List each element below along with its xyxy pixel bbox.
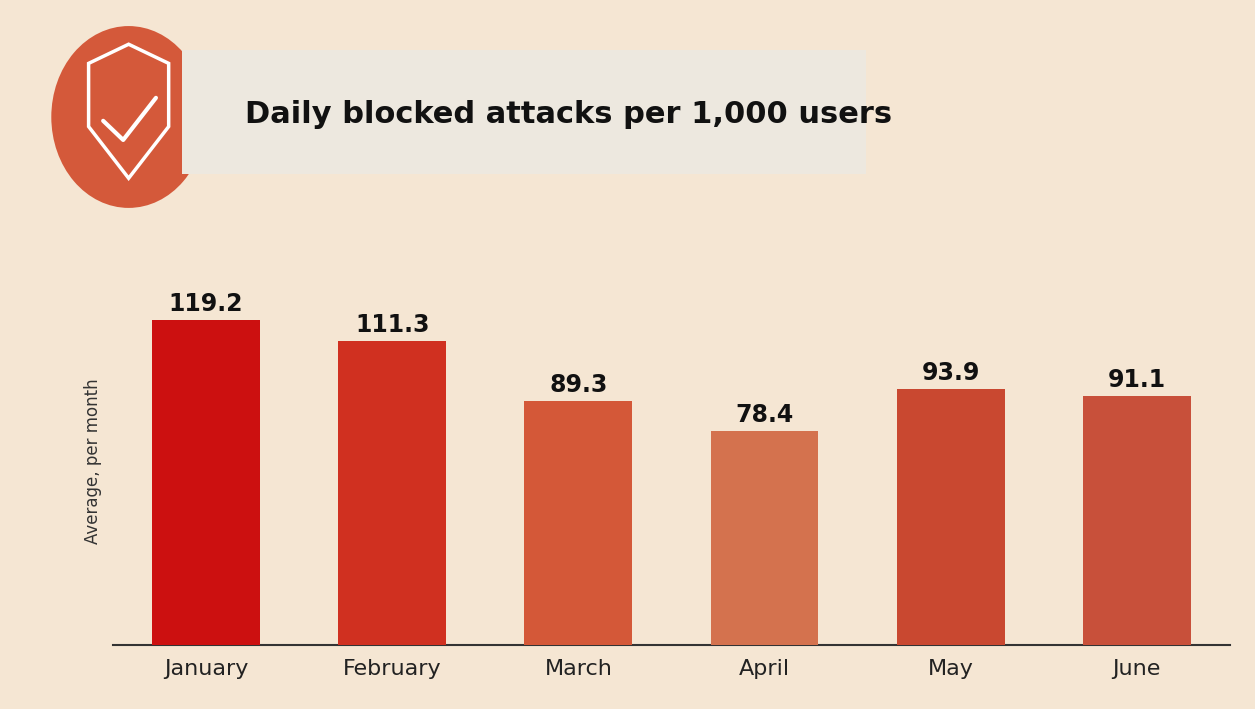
Text: 93.9: 93.9 <box>921 361 980 385</box>
Text: 89.3: 89.3 <box>550 373 607 397</box>
Text: 91.1: 91.1 <box>1108 368 1166 392</box>
Bar <box>1083 396 1191 645</box>
Bar <box>152 320 260 645</box>
Text: 78.4: 78.4 <box>735 403 793 427</box>
Text: Daily blocked attacks per 1,000 users: Daily blocked attacks per 1,000 users <box>245 101 892 129</box>
Bar <box>896 389 1005 645</box>
Y-axis label: Average, per month: Average, per month <box>84 378 102 544</box>
Bar <box>338 341 447 645</box>
Ellipse shape <box>51 26 206 208</box>
Bar <box>525 401 633 645</box>
Bar <box>710 431 818 645</box>
Text: 119.2: 119.2 <box>168 291 243 316</box>
Text: 111.3: 111.3 <box>355 313 429 337</box>
